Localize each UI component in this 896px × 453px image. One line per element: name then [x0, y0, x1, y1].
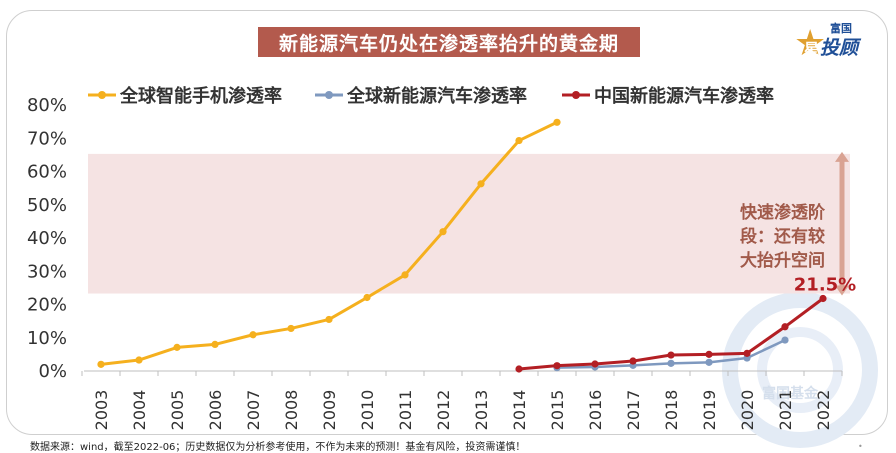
y-tick-label: 30% — [27, 261, 67, 282]
x-tick-label: 2010 — [358, 390, 377, 431]
x-tick-label: 2022 — [814, 390, 833, 431]
logo-big-text: 投顾 — [820, 37, 859, 59]
data-label: 21.5% — [794, 275, 856, 296]
data-point — [173, 343, 181, 351]
y-tick-label: 60% — [27, 162, 67, 183]
data-point — [135, 356, 143, 364]
chart-title: 新能源汽车仍处在渗透率抬升的黄金期 — [258, 27, 640, 57]
legend-swatch-marker — [325, 91, 333, 99]
y-tick-label: 70% — [27, 128, 67, 149]
x-tick-label: 2012 — [434, 390, 453, 431]
data-point — [743, 349, 751, 357]
arrow-head-down — [835, 285, 849, 296]
logo-star-char: 星 — [804, 40, 820, 58]
data-point — [515, 365, 523, 373]
data-point — [705, 358, 713, 366]
y-tick-label: 80% — [27, 95, 67, 116]
data-point — [401, 271, 409, 279]
legend-swatch-marker — [572, 91, 580, 99]
x-tick-label: 2019 — [700, 390, 719, 431]
data-point — [515, 136, 523, 145]
star-icon: ★ — [794, 23, 827, 64]
data-point — [439, 228, 447, 236]
y-tick-label: 0% — [38, 361, 67, 382]
x-tick-label: 2005 — [168, 390, 187, 431]
data-point — [553, 362, 561, 370]
data-point — [477, 180, 485, 188]
x-tick-label: 2007 — [244, 390, 263, 431]
data-point — [819, 294, 827, 303]
x-tick-label: 2015 — [548, 390, 567, 431]
y-tick-label: 40% — [27, 228, 67, 249]
x-tick-label: 2013 — [472, 390, 491, 431]
y-tick-label: 10% — [27, 328, 67, 349]
x-tick-label: 2009 — [320, 390, 339, 431]
page-number-mark: • — [858, 442, 863, 451]
x-tick-label: 2014 — [510, 390, 529, 431]
x-tick-label: 2003 — [92, 390, 111, 431]
watermark-ring-inner — [757, 327, 843, 413]
x-tick-label: 2004 — [130, 390, 149, 431]
watermark-ring — [722, 292, 878, 448]
brand-logo: ★ 星 富国 投顾 — [792, 18, 888, 64]
annotation-text-line: 快速渗透阶 — [740, 202, 826, 223]
highlight-band — [88, 153, 850, 294]
data-point — [667, 359, 675, 367]
legend-label: 中国新能源汽车渗透率 — [594, 85, 774, 107]
legend-swatch-marker — [98, 91, 106, 99]
x-tick-label: 2018 — [662, 390, 681, 431]
data-point — [629, 357, 637, 365]
x-tick-label: 2011 — [396, 390, 415, 431]
data-point — [287, 324, 295, 333]
annotation-text-line: 大抬升空间 — [740, 250, 825, 271]
y-tick-label: 50% — [27, 195, 67, 216]
data-point — [325, 315, 333, 324]
data-point — [667, 351, 675, 359]
legend-label: 全球智能手机渗透率 — [119, 85, 282, 107]
watermark-text: 富国基金 — [762, 385, 819, 402]
data-point — [211, 340, 219, 348]
data-point — [781, 336, 789, 344]
data-point — [591, 360, 599, 368]
x-tick-label: 2016 — [586, 390, 605, 431]
x-tick-label: 2020 — [738, 390, 757, 431]
x-tick-label: 2006 — [206, 390, 225, 431]
legend-label: 全球新能源汽车渗透率 — [346, 85, 527, 107]
arrow-head-up — [835, 151, 849, 162]
data-source-footnote: 数据来源：wind，截至2022-06；历史数据仅为分析参考使用，不作为未来的预… — [30, 442, 526, 453]
x-tick-label: 2017 — [624, 390, 643, 431]
data-point — [249, 331, 257, 339]
data-point — [553, 118, 561, 126]
data-point — [705, 350, 713, 358]
data-point — [781, 323, 789, 331]
y-tick-label: 20% — [27, 295, 67, 316]
annotation-text-line: 段：还有较 — [740, 226, 825, 247]
data-point — [363, 293, 371, 302]
x-tick-label: 2021 — [776, 390, 795, 431]
data-point — [97, 360, 105, 368]
logo-small-text: 富国 — [830, 22, 852, 35]
x-tick-label: 2008 — [282, 390, 301, 431]
